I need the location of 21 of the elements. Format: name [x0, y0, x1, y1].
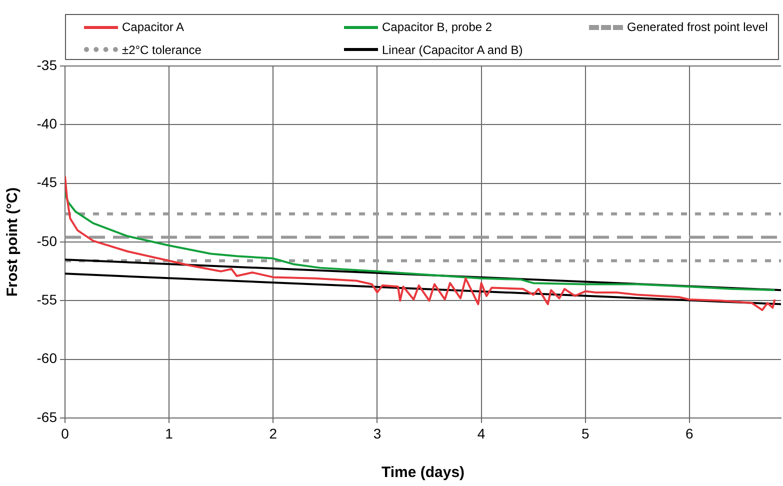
x-tick-label: 0 — [61, 425, 70, 442]
legend-label: ±2°C tolerance — [122, 42, 202, 57]
x-tick-label: 2 — [269, 425, 278, 442]
y-tick-label: -35 — [36, 56, 58, 73]
x-tick-label: 6 — [686, 425, 694, 442]
x-axis-title: Time (days) — [381, 464, 465, 482]
x-tick-label: 1 — [165, 425, 174, 442]
y-tick-label: -45 — [36, 174, 58, 190]
legend-label: Generated frost point level — [627, 20, 768, 34]
y-axis-title: Frost point (°C) — [4, 187, 22, 297]
y-tick-label: -65 — [36, 408, 58, 425]
y-tick-label: -55 — [36, 292, 58, 308]
legend-label: Linear (Capacitor A and B) — [382, 42, 523, 57]
y-tick-label: -50 — [36, 232, 58, 249]
y-tick-label: -60 — [36, 350, 58, 366]
legend-label: Capacitor A — [122, 20, 184, 34]
y-tick-label: -40 — [36, 116, 58, 132]
x-tick-label: 5 — [581, 425, 590, 442]
x-tick-label: 3 — [373, 425, 382, 442]
legend-label: Capacitor B, probe 2 — [382, 20, 492, 34]
x-tick-label: 4 — [477, 425, 486, 442]
